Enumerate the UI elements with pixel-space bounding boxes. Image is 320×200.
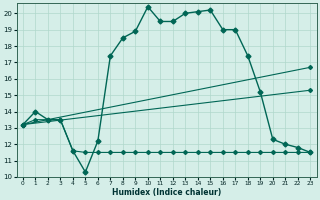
X-axis label: Humidex (Indice chaleur): Humidex (Indice chaleur) [112,188,221,197]
